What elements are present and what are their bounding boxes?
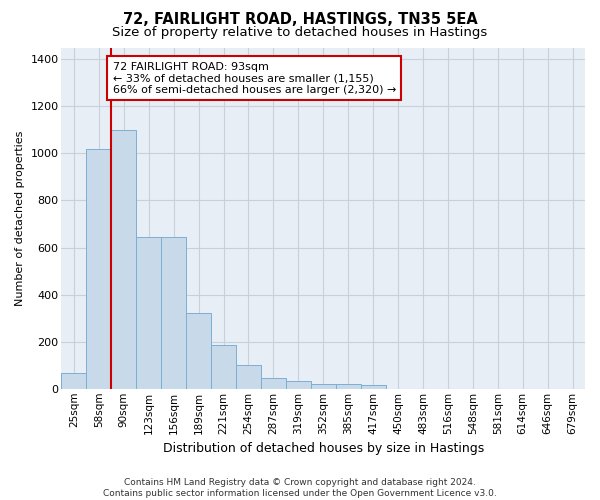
Bar: [261, 378, 286, 389]
Y-axis label: Number of detached properties: Number of detached properties: [15, 130, 25, 306]
Text: 72, FAIRLIGHT ROAD, HASTINGS, TN35 5EA: 72, FAIRLIGHT ROAD, HASTINGS, TN35 5EA: [122, 12, 478, 28]
Bar: [86, 148, 112, 389]
Bar: [136, 237, 161, 389]
Bar: [112, 130, 136, 389]
Bar: [161, 237, 186, 389]
Text: 72 FAIRLIGHT ROAD: 93sqm
← 33% of detached houses are smaller (1,155)
66% of sem: 72 FAIRLIGHT ROAD: 93sqm ← 33% of detach…: [113, 62, 396, 95]
Bar: [335, 384, 361, 389]
Text: Contains HM Land Registry data © Crown copyright and database right 2024.
Contai: Contains HM Land Registry data © Crown c…: [103, 478, 497, 498]
Bar: [311, 384, 335, 389]
Text: Size of property relative to detached houses in Hastings: Size of property relative to detached ho…: [112, 26, 488, 39]
Bar: [286, 380, 311, 389]
Bar: [361, 385, 386, 389]
Bar: [61, 374, 86, 389]
X-axis label: Distribution of detached houses by size in Hastings: Distribution of detached houses by size …: [163, 442, 484, 455]
Bar: [236, 365, 261, 389]
Bar: [211, 345, 236, 389]
Bar: [186, 314, 211, 389]
